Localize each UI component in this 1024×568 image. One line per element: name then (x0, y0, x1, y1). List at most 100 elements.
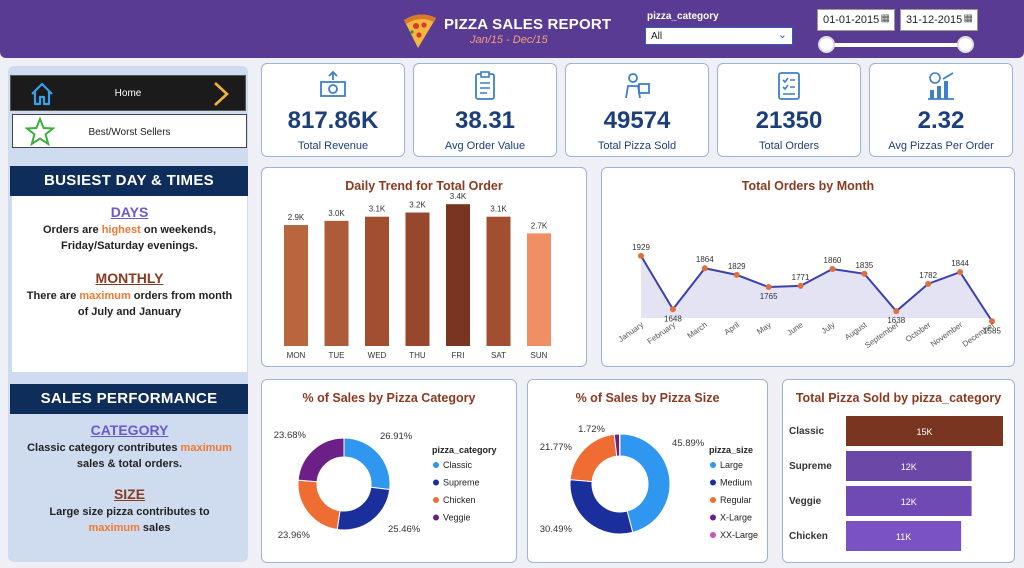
category-filter-value: All (651, 31, 663, 42)
busiest-heading: BUSIEST DAY & TIMES (10, 166, 248, 196)
legend-item: Medium (720, 478, 752, 488)
chevron-right-icon (214, 82, 229, 106)
chevron-down-icon: ⌄ (777, 29, 787, 41)
data-label: 1844 (951, 259, 969, 268)
kpi-value: 817.86K (287, 107, 379, 134)
legend-item: Supreme (443, 478, 480, 488)
data-label: 3.0K (328, 209, 345, 218)
data-label: 1860 (824, 256, 842, 265)
sales-performance-heading: SALES PERFORMANCE (10, 384, 248, 414)
date-range-slider-track[interactable] (827, 43, 967, 47)
bar-thu (405, 212, 430, 346)
data-point (989, 318, 995, 325)
pizza-sold-by-category-card: Total Pizza Sold by pizza_category Class… (782, 379, 1015, 563)
legend-item: X-Large (720, 513, 752, 523)
bar-fri (446, 204, 470, 346)
data-label: 1771 (792, 273, 810, 282)
size-heading: SIZE (113, 486, 146, 502)
x-tick-label: THU (409, 351, 426, 360)
category-label: Chicken (789, 531, 828, 542)
home-nav-button[interactable]: Home (10, 75, 246, 111)
data-label: 1765 (760, 292, 778, 301)
sales-insight-box: CATEGORY Classic category contributes ma… (12, 414, 247, 560)
legend-item: Regular (720, 495, 752, 505)
days-heading: DAYS (110, 204, 149, 220)
x-tick-label: MON (287, 351, 306, 360)
date-range-end-handle[interactable] (957, 36, 974, 53)
data-label: 3.1K (369, 205, 386, 214)
legend-item: XX-Large (720, 530, 758, 540)
header-bar: PIZZA SALES REPORT Jan/15 - Dec/15 pizza… (0, 0, 1024, 58)
legend-marker (433, 462, 439, 468)
best-worst-nav-button[interactable]: Best/Worst Sellers (12, 114, 247, 148)
data-point (957, 269, 964, 276)
x-tick-label: WED (368, 351, 387, 360)
slice-medium (569, 479, 634, 535)
pizza-sold-hbar-chart: Classic 15K Supreme 12K Veggie 12K Chicken 11K (789, 416, 1003, 551)
data-label: 3.4K (450, 192, 467, 201)
legend-item: Chicken (443, 495, 476, 505)
x-tick-label: September (863, 320, 900, 350)
legend-title: pizza_category (432, 445, 497, 455)
data-label: 25.46% (388, 524, 421, 535)
data-point (765, 284, 772, 291)
slice-veggie (297, 437, 345, 483)
data-point (733, 271, 740, 278)
date-end-value: 31-12-2015 (906, 14, 963, 26)
slice-large (619, 433, 671, 533)
size-text: Large size pizza contributes to maximum … (49, 506, 210, 534)
x-tick-label: TUE (329, 351, 345, 360)
data-label: 21.77% (540, 442, 573, 453)
x-tick-label: April (723, 320, 741, 337)
legend-title: pizza_size (709, 445, 753, 455)
category-filter-label: pizza_category (647, 11, 719, 22)
kpi-label: Total Revenue (297, 140, 369, 152)
bar-sat (486, 216, 511, 346)
x-tick-label: January (617, 320, 645, 344)
category-text: Classic category contributes maximum sal… (27, 442, 232, 470)
data-label: 26.91% (380, 431, 413, 442)
kpi-card-total-pizza-sold: 49574 Total Pizza Sold (565, 63, 709, 157)
legend-item: Large (720, 460, 743, 470)
data-label: 30.49% (540, 524, 573, 535)
category-filter-select[interactable]: All ⌄ (645, 27, 793, 45)
kpi-label: Avg Order Value (444, 140, 526, 152)
category-heading: CATEGORY (90, 422, 169, 438)
bar-classic (846, 416, 1003, 446)
data-label: 1864 (696, 255, 714, 264)
date-range-start-handle[interactable] (818, 36, 835, 53)
x-tick-label: SAT (491, 351, 506, 360)
home-nav-label: Home (114, 88, 142, 99)
date-start-input[interactable]: 01-01-2015 ▦ (817, 9, 895, 31)
kpi-card-avg-pizzas-per-order: 2.32 Avg Pizzas Per Order (869, 63, 1013, 157)
data-label: 11K (896, 532, 911, 542)
x-tick-label: SUN (531, 351, 548, 360)
data-label: 1585 (983, 326, 1001, 335)
category-sales-title: % of Sales by Pizza Category (302, 391, 476, 405)
series-line (640, 255, 993, 322)
data-label: 12K (901, 497, 917, 507)
data-label: 15K (916, 427, 932, 437)
data-point (829, 266, 836, 272)
kpi-label: Total Orders (759, 140, 819, 152)
data-label: 1835 (855, 261, 873, 270)
x-tick-label: March (686, 320, 709, 340)
category-sales-card: % of Sales by Pizza Category 26.91% 25.46… (261, 379, 517, 563)
bar-wed (365, 216, 389, 346)
legend-marker (710, 532, 716, 538)
daily-trend-chart: 2.9K MON 3.0K TUE 3.1K WED 3.2K THU 3.4K FRI 3.1K S… (284, 192, 551, 360)
date-end-input[interactable]: 31-12-2015 ▦ (900, 9, 978, 31)
data-point (893, 308, 900, 315)
kpi-value: 49574 (603, 107, 671, 134)
data-point (797, 282, 804, 289)
category-label: Veggie (789, 496, 822, 507)
data-label: 45.89% (672, 438, 705, 449)
busiest-insight-box: DAYS Orders are highest on weekends, Fri… (12, 196, 247, 372)
data-label: 1929 (632, 243, 650, 252)
bar-supreme (846, 451, 972, 481)
area-fill (641, 255, 992, 322)
data-label: 1782 (919, 271, 937, 280)
daily-trend-title: Daily Trend for Total Order (345, 179, 503, 193)
bar-sun (527, 233, 551, 346)
data-label: 12K (901, 462, 917, 472)
